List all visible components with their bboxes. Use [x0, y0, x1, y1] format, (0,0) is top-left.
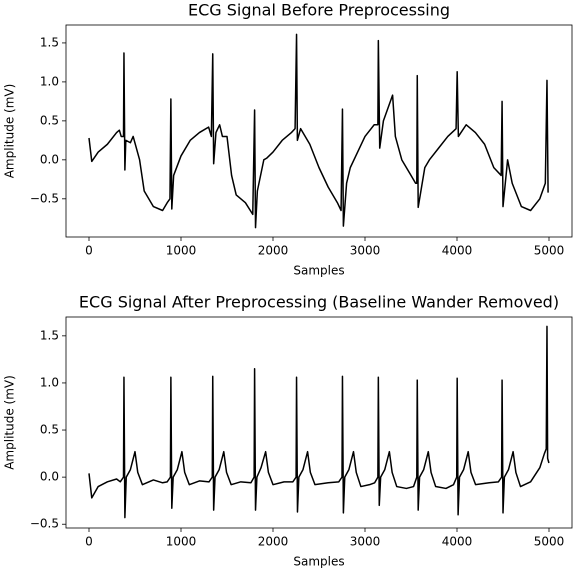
y-tick-label: 0.0	[40, 470, 59, 484]
x-tick-label: 2000	[258, 535, 289, 549]
x-tick-label: 5000	[534, 244, 565, 258]
axes-frame	[65, 24, 573, 238]
x-tick-label: 3000	[350, 535, 381, 549]
y-tick-label: 1.5	[40, 328, 59, 342]
x-tick-label: 0	[85, 535, 93, 549]
y-tick-label: −0.5	[30, 517, 59, 531]
x-tick-label: 3000	[350, 244, 381, 258]
x-tick-label: 5000	[534, 535, 565, 549]
chart-title: ECG Signal Before Preprocessing	[188, 1, 450, 20]
x-axis-label: Samples	[293, 264, 344, 278]
y-tick-label: 1.0	[40, 74, 59, 88]
x-tick-label: 4000	[442, 535, 473, 549]
x-tick-label: 4000	[442, 244, 473, 258]
y-tick-label: 0.5	[40, 113, 59, 127]
y-tick-label: 0.0	[40, 152, 59, 166]
x-tick-label: 1000	[166, 535, 197, 549]
x-tick-label: 1000	[166, 244, 197, 258]
x-axis-label: Samples	[293, 555, 344, 569]
ecg-line	[88, 325, 550, 519]
chart-title: ECG Signal After Preprocessing (Baseline…	[79, 293, 559, 312]
x-tick-label: 0	[85, 244, 93, 258]
axes-frame	[65, 316, 573, 529]
y-axis-label: Amplitude (mV)	[3, 375, 17, 470]
y-tick-label: −0.5	[30, 191, 59, 205]
x-tick-label: 2000	[258, 244, 289, 258]
y-axis-label: Amplitude (mV)	[3, 84, 17, 179]
y-tick-label: 0.5	[40, 423, 59, 437]
ecg-line	[88, 33, 549, 229]
y-tick-label: 1.5	[40, 35, 59, 49]
y-tick-label: 1.0	[40, 375, 59, 389]
